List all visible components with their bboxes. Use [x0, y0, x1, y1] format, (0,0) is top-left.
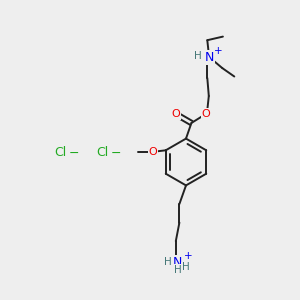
- Text: +: +: [184, 251, 192, 261]
- Text: H: H: [182, 262, 189, 272]
- Text: O: O: [171, 109, 180, 119]
- Text: +: +: [214, 46, 223, 56]
- Text: H: H: [164, 257, 171, 267]
- Text: O: O: [149, 147, 158, 157]
- Text: H: H: [174, 265, 182, 275]
- Text: −: −: [110, 146, 121, 160]
- Text: Cl: Cl: [54, 146, 66, 160]
- Text: N: N: [173, 256, 182, 269]
- Text: −: −: [68, 146, 79, 160]
- Text: N: N: [204, 51, 214, 64]
- Text: Cl: Cl: [96, 146, 108, 160]
- Text: O: O: [201, 109, 210, 119]
- Text: H: H: [194, 51, 202, 62]
